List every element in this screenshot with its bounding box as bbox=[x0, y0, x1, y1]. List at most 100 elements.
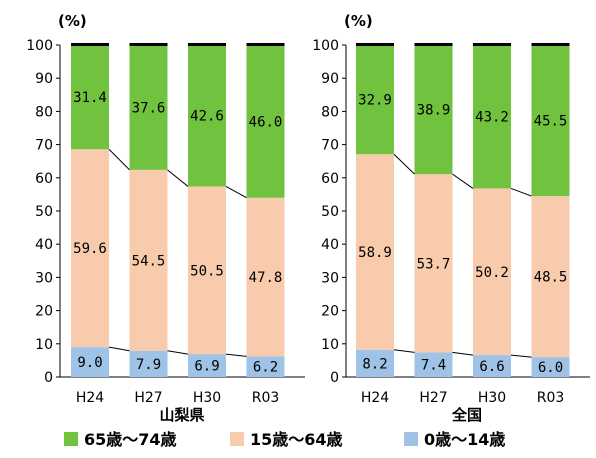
x-tick-label-national-H27: H27 bbox=[419, 390, 447, 406]
connector-yamanashi-2-1 bbox=[225, 185, 247, 199]
data-label-national-H30-2: 43.2 bbox=[475, 110, 509, 126]
connector-national-0-1 bbox=[393, 153, 415, 175]
y-tick-label-national-80: 80 bbox=[321, 104, 339, 120]
y-tick-label-yamanashi-10: 10 bbox=[35, 337, 53, 353]
data-label-national-R03-1: 48.5 bbox=[534, 270, 568, 286]
bar-segment-national-H27-0 bbox=[414, 352, 453, 377]
legend-swatch-2 bbox=[404, 432, 418, 446]
bar-segment-national-H27-2 bbox=[414, 45, 453, 175]
legend-label-2: 0歳～14歳 bbox=[424, 430, 505, 449]
data-label-national-H24-1: 58.9 bbox=[358, 245, 392, 261]
legend-swatch-1 bbox=[230, 432, 244, 446]
legend-label-0: 65歳～74歳 bbox=[84, 430, 177, 449]
bar-cap-national-H24 bbox=[356, 43, 394, 46]
data-label-yamanashi-H30-0: 6.9 bbox=[194, 359, 219, 375]
connector-national-1-1 bbox=[452, 173, 474, 189]
bar-segment-national-H24-0 bbox=[356, 349, 394, 377]
bar-segment-yamanashi-R03-2 bbox=[246, 45, 285, 198]
bar-cap-national-H27 bbox=[414, 43, 453, 46]
bar-segment-yamanashi-H24-1 bbox=[71, 149, 109, 348]
data-label-national-H24-2: 32.9 bbox=[358, 93, 392, 109]
x-tick-label-national-H24: H24 bbox=[361, 390, 389, 406]
bar-segment-yamanashi-H27-1 bbox=[129, 169, 168, 351]
y-tick-label-national-40: 40 bbox=[321, 237, 339, 253]
y-tick-label-national-20: 20 bbox=[321, 304, 339, 320]
bar-cap-yamanashi-H24 bbox=[71, 43, 109, 46]
data-label-yamanashi-H24-1: 59.6 bbox=[73, 241, 107, 257]
data-label-national-H27-1: 53.7 bbox=[417, 256, 451, 272]
connector-national-0-0 bbox=[393, 349, 415, 353]
x-tick-label-yamanashi-H27: H27 bbox=[134, 390, 162, 406]
legend: 65歳～74歳 15歳～64歳 0歳～14歳 bbox=[64, 430, 505, 449]
x-tick-label-yamanashi-H30: H30 bbox=[193, 390, 221, 406]
data-label-national-R03-0: 6.0 bbox=[538, 360, 563, 376]
data-label-yamanashi-R03-0: 6.2 bbox=[253, 360, 278, 376]
bar-segment-yamanashi-H27-0 bbox=[129, 350, 168, 377]
connector-national-2-1 bbox=[510, 187, 532, 197]
panel-label-yamanashi: 山梨県 bbox=[159, 406, 204, 424]
y-tick-label-national-90: 90 bbox=[321, 71, 339, 87]
y-tick-label-yamanashi-20: 20 bbox=[35, 304, 53, 320]
bar-segment-national-H24-2 bbox=[356, 45, 394, 155]
y-tick-label-yamanashi-80: 80 bbox=[35, 104, 53, 120]
bar-segment-national-H30-2 bbox=[473, 45, 511, 189]
bar-segment-yamanashi-H27-2 bbox=[129, 45, 168, 170]
y-tick-label-yamanashi-40: 40 bbox=[35, 237, 53, 253]
bar-segment-yamanashi-H30-0 bbox=[188, 354, 226, 377]
data-label-yamanashi-H30-1: 50.5 bbox=[190, 263, 224, 279]
x-tick-label-national-H30: H30 bbox=[478, 390, 506, 406]
x-tick-label-yamanashi-R03: R03 bbox=[252, 390, 280, 406]
data-label-yamanashi-H30-2: 42.6 bbox=[190, 109, 224, 125]
connector-yamanashi-1-1 bbox=[167, 169, 189, 187]
connector-yamanashi-1-0 bbox=[167, 350, 189, 355]
connector-yamanashi-0-0 bbox=[108, 346, 130, 352]
bar-segment-national-H24-1 bbox=[356, 154, 394, 350]
data-label-yamanashi-R03-1: 47.8 bbox=[249, 270, 283, 286]
bar-segment-yamanashi-R03-0 bbox=[246, 356, 285, 377]
bar-segment-national-R03-0 bbox=[531, 357, 570, 377]
data-label-yamanashi-H27-1: 54.5 bbox=[132, 253, 166, 269]
connector-yamanashi-2-0 bbox=[225, 353, 247, 357]
bar-segment-national-H30-0 bbox=[473, 355, 511, 377]
y-tick-label-national-60: 60 bbox=[321, 171, 339, 187]
data-label-national-H27-2: 38.9 bbox=[417, 103, 451, 119]
bar-cap-yamanashi-R03 bbox=[246, 43, 285, 46]
y-tick-label-yamanashi-60: 60 bbox=[35, 171, 53, 187]
bar-segment-yamanashi-R03-1 bbox=[246, 197, 285, 357]
y-tick-label-yamanashi-70: 70 bbox=[35, 138, 53, 154]
connector-national-1-0 bbox=[452, 351, 474, 356]
data-label-national-H24-0: 8.2 bbox=[362, 356, 387, 372]
y-tick-label-yamanashi-0: 0 bbox=[44, 370, 53, 386]
y-tick-label-national-0: 0 bbox=[330, 370, 339, 386]
panel-national: 0 10 20 30 40 50 60 70 80 90 100 (%) 8.2 58.9 32.9 H24 7… bbox=[312, 12, 590, 424]
panel-label-national: 全国 bbox=[451, 406, 482, 424]
data-label-yamanashi-H27-2: 37.6 bbox=[132, 100, 166, 116]
panel-yamanashi: 0 10 20 30 40 50 60 70 80 90 100 (%) 9.0 59.6 31.4 H24 7… bbox=[26, 12, 305, 424]
y-tick-label-yamanashi-100: 100 bbox=[26, 38, 53, 54]
y-tick-label-national-10: 10 bbox=[321, 337, 339, 353]
y-axis-unit-national: (%) bbox=[344, 12, 373, 30]
data-label-national-H30-0: 6.6 bbox=[479, 359, 504, 375]
bar-segment-national-R03-2 bbox=[531, 45, 570, 197]
connector-national-2-0 bbox=[510, 354, 532, 358]
connector-yamanashi-0-1 bbox=[108, 148, 130, 171]
legend-label-1: 15歳～64歳 bbox=[250, 430, 343, 449]
data-label-yamanashi-R03-2: 46.0 bbox=[249, 114, 283, 130]
y-axis-unit-yamanashi: (%) bbox=[58, 12, 87, 30]
data-label-yamanashi-H27-0: 7.9 bbox=[136, 357, 161, 373]
y-tick-label-yamanashi-90: 90 bbox=[35, 71, 53, 87]
bar-segment-national-R03-1 bbox=[531, 196, 570, 358]
x-tick-label-yamanashi-H24: H24 bbox=[76, 390, 104, 406]
bar-segment-yamanashi-H30-1 bbox=[188, 186, 226, 355]
bar-segment-yamanashi-H24-2 bbox=[71, 45, 109, 150]
bar-cap-national-R03 bbox=[531, 43, 570, 46]
bar-segment-yamanashi-H30-2 bbox=[188, 45, 226, 187]
bar-cap-yamanashi-H30 bbox=[188, 43, 226, 46]
y-tick-label-national-30: 30 bbox=[321, 270, 339, 286]
data-label-national-H27-0: 7.4 bbox=[421, 358, 446, 374]
data-label-national-H30-1: 50.2 bbox=[475, 265, 509, 281]
y-tick-label-national-70: 70 bbox=[321, 138, 339, 154]
data-label-national-R03-2: 45.5 bbox=[534, 114, 568, 130]
